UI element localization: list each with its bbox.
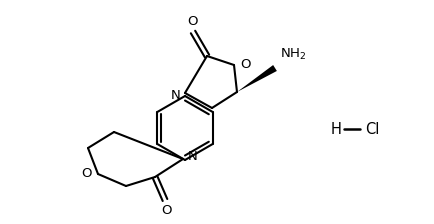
Text: Cl: Cl	[365, 121, 379, 136]
Text: N: N	[188, 149, 198, 162]
Text: NH$_2$: NH$_2$	[280, 47, 306, 62]
Polygon shape	[237, 65, 277, 92]
Text: O: O	[162, 204, 172, 217]
Text: O: O	[240, 58, 250, 71]
Text: N: N	[171, 88, 181, 101]
Text: O: O	[187, 15, 197, 28]
Text: O: O	[82, 166, 92, 179]
Text: H: H	[331, 121, 342, 136]
